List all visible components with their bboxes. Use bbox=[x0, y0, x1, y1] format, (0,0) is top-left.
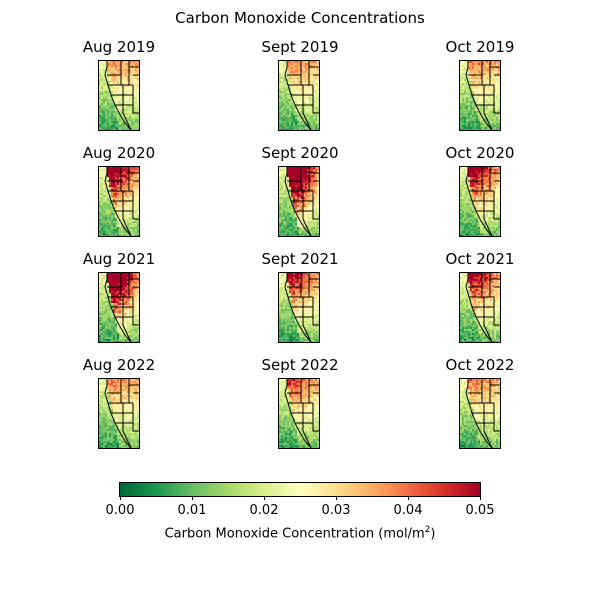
colorbar-tick-label: 0.01 bbox=[177, 503, 207, 518]
panel-title: Oct 2019 bbox=[445, 38, 515, 56]
panel-title: Sept 2020 bbox=[261, 144, 339, 162]
panel-title: Sept 2019 bbox=[261, 38, 339, 56]
colorbar-tick-label: 0.02 bbox=[249, 503, 279, 518]
panel-map bbox=[98, 378, 140, 449]
chart-title: Carbon Monoxide Concentrations bbox=[175, 9, 425, 27]
panel-map bbox=[278, 378, 320, 449]
panel-title: Sept 2021 bbox=[261, 250, 339, 268]
colorbar-gradient bbox=[119, 482, 481, 497]
panel-map bbox=[459, 60, 501, 131]
panel-title: Oct 2021 bbox=[445, 250, 515, 268]
panel-title: Aug 2022 bbox=[82, 356, 156, 374]
panel-map bbox=[459, 378, 501, 449]
colorbar bbox=[119, 482, 481, 497]
colorbar-tick bbox=[264, 496, 265, 500]
panel-title: Oct 2020 bbox=[445, 144, 515, 162]
colorbar-tick-label: 0.00 bbox=[105, 503, 135, 518]
colorbar-tick bbox=[120, 496, 121, 500]
panel-title: Aug 2020 bbox=[82, 144, 156, 162]
panel-map bbox=[278, 272, 320, 343]
panel-map bbox=[98, 60, 140, 131]
colorbar-tick bbox=[192, 496, 193, 500]
panel-title: Oct 2022 bbox=[445, 356, 515, 374]
colorbar-label: Carbon Monoxide Concentration (mol/m2) bbox=[164, 525, 436, 542]
panel-title: Sept 2022 bbox=[261, 356, 339, 374]
panel-map bbox=[278, 60, 320, 131]
colorbar-tick-label: 0.05 bbox=[465, 503, 495, 518]
colorbar-tick bbox=[336, 496, 337, 500]
colorbar-tick-label: 0.04 bbox=[393, 503, 423, 518]
colorbar-tick bbox=[480, 496, 481, 500]
panel-title: Aug 2021 bbox=[82, 250, 156, 268]
panel-title: Aug 2019 bbox=[82, 38, 156, 56]
panel-map bbox=[278, 166, 320, 237]
panel-map bbox=[459, 166, 501, 237]
panel-map bbox=[98, 166, 140, 237]
colorbar-tick bbox=[408, 496, 409, 500]
panel-map bbox=[459, 272, 501, 343]
colorbar-tick-label: 0.03 bbox=[321, 503, 351, 518]
panel-map bbox=[98, 272, 140, 343]
